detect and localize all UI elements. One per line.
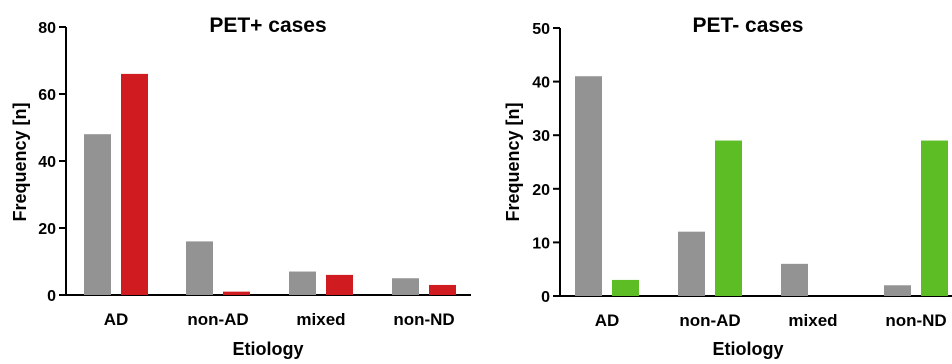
- bar-non-nd-series-2: [921, 140, 948, 296]
- x-tick-label: mixed: [788, 311, 837, 330]
- bar-mixed-series-2: [326, 274, 353, 295]
- y-tick-label: 20: [532, 182, 550, 199]
- x-tick-label: non-AD: [679, 311, 740, 330]
- x-axis-label: Etiology: [713, 339, 784, 359]
- bar-ad-series-1: [575, 76, 602, 297]
- y-tick-label: 60: [38, 87, 56, 104]
- bar-ad-series-2: [612, 279, 639, 296]
- x-tick-label: non-ND: [885, 311, 946, 330]
- x-ticks: AD non-AD mixed non-ND: [104, 310, 455, 329]
- x-tick-label: mixed: [296, 310, 345, 329]
- bars: [575, 76, 948, 297]
- y-tick-label: 40: [38, 154, 56, 171]
- bar-non-ad-series-2: [715, 140, 742, 296]
- bar-non-ad-series-1: [186, 241, 213, 295]
- y-ticks: 0 20 40 60 80: [38, 20, 66, 305]
- chart-pet-plus: PET+ cases Frequency [n] Etiology 0 20 40 6…: [10, 14, 471, 359]
- y-tick-label: 20: [38, 221, 56, 238]
- y-tick-label: 30: [532, 128, 550, 145]
- x-axis-label: Etiology: [233, 339, 304, 359]
- chart-pet-minus: PET- cases Frequency [n] Etiology 0 10 20 3…: [503, 14, 952, 359]
- bars: [84, 73, 456, 296]
- bar-non-ad-series-1: [678, 231, 705, 296]
- bar-mixed-series-1: [289, 271, 316, 295]
- bar-non-nd-series-1: [392, 278, 419, 295]
- bar-non-nd-series-2: [429, 284, 456, 295]
- y-tick-label: 50: [532, 21, 550, 38]
- y-tick-label: 10: [532, 235, 550, 252]
- chart-title: PET+ cases: [209, 14, 326, 37]
- bar-ad-series-1: [84, 134, 111, 295]
- y-tick-label: 80: [38, 20, 56, 37]
- x-tick-label: AD: [104, 310, 129, 329]
- x-tick-label: AD: [595, 311, 620, 330]
- bar-non-ad-series-2: [223, 291, 250, 295]
- y-tick-label: 0: [47, 288, 56, 305]
- bar-non-nd-series-1: [884, 285, 911, 296]
- x-ticks: AD non-AD mixed non-ND: [595, 311, 947, 330]
- bar-ad-series-2: [121, 73, 148, 296]
- y-ticks: 0 10 20 30 40 50: [532, 21, 560, 306]
- x-tick-label: non-AD: [187, 310, 248, 329]
- chart-title: PET- cases: [693, 14, 804, 37]
- y-axis-label: Frequency [n]: [10, 102, 30, 221]
- y-tick-label: 40: [532, 75, 550, 92]
- y-tick-label: 0: [541, 289, 550, 306]
- bar-mixed-series-1: [781, 263, 808, 296]
- y-axis-label: Frequency [n]: [503, 102, 523, 221]
- x-tick-label: non-ND: [393, 310, 454, 329]
